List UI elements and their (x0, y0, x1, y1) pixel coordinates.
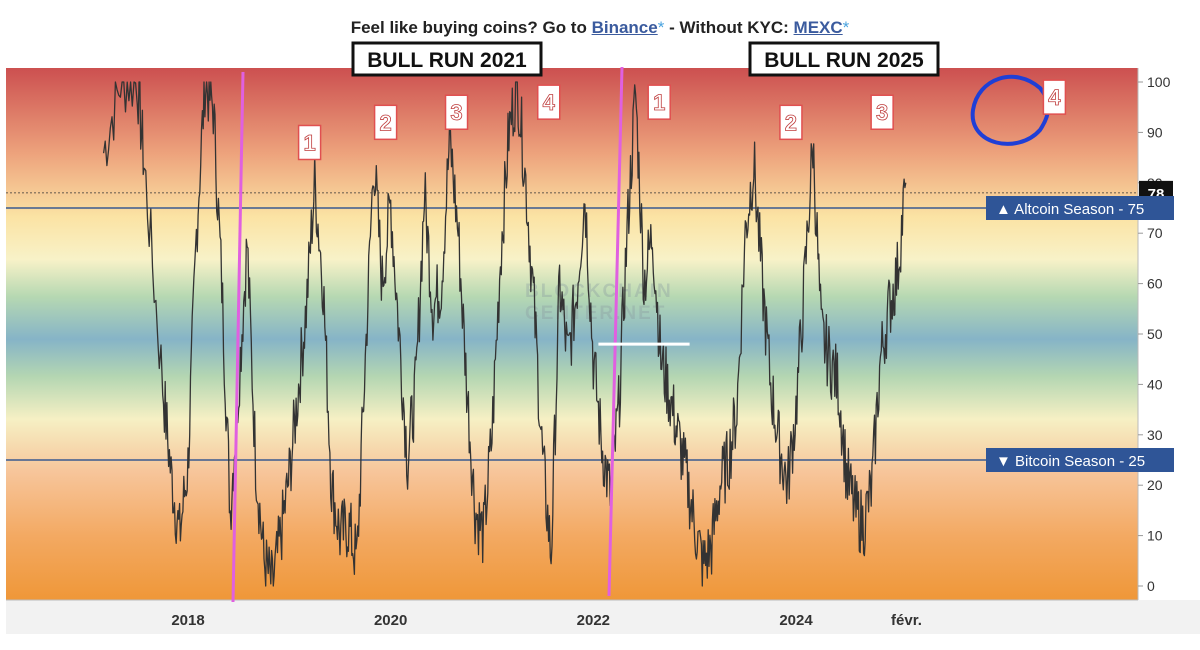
number-label: 4 (543, 90, 556, 115)
y-tick-label: 70 (1147, 225, 1163, 241)
binance-link[interactable]: Binance (591, 18, 658, 37)
series-line (102, 81, 907, 587)
series-group (102, 81, 907, 587)
number-annotation: 2 (779, 104, 803, 141)
y-tick-label: 60 (1147, 276, 1163, 292)
y-tick-label: 10 (1147, 528, 1163, 544)
bull-run-label: BULL RUN 2025 (748, 41, 940, 77)
number-annotation: 4 (536, 84, 561, 120)
binance-star: * (657, 18, 665, 37)
reference-badge-label: ▲ Altcoin Season - 75 (996, 201, 1144, 218)
y-axis-ticks: 0102030405060708090100 (1138, 74, 1171, 594)
y-tick-label: 100 (1147, 74, 1171, 90)
number-box (536, 84, 561, 120)
promo-header: Feel like buying coins? Go to Binance* -… (0, 18, 1200, 38)
mexc-star: * (842, 18, 850, 37)
number-box (1042, 79, 1067, 115)
xaxis-panel (6, 600, 1200, 634)
y-tick-label: 30 (1147, 427, 1163, 443)
promo-middle: - Without KYC: (664, 18, 794, 37)
number-annotation: 3 (870, 94, 894, 130)
reference-badge-box (986, 196, 1174, 220)
bull-run-box (748, 41, 940, 77)
number-label: 3 (876, 100, 888, 125)
number-label: 4 (1048, 85, 1061, 110)
number-annotations: 1 2 3 4 1 2 3 4 (297, 79, 1067, 161)
x-tick-label: févr. (891, 612, 922, 629)
x-tick-label: 2024 (779, 612, 813, 629)
reference-lines (6, 192, 1138, 461)
x-tick-label: 2022 (577, 612, 610, 629)
bull-run-box (351, 41, 543, 77)
number-label: 1 (653, 90, 665, 115)
number-annotation: 4 (1042, 79, 1067, 115)
number-annotation: 2 (373, 104, 398, 141)
y-tick-label: 20 (1147, 477, 1163, 493)
number-label: 1 (303, 130, 315, 155)
bull-run-text: BULL RUN 2021 (367, 49, 527, 72)
x-tick-label: 2020 (374, 612, 407, 629)
number-box (444, 94, 469, 130)
y-tick-label: 90 (1147, 124, 1163, 140)
bull-run-label: BULL RUN 2021 (351, 41, 543, 77)
number-annotation: 1 (647, 84, 671, 120)
number-label: 3 (450, 100, 462, 125)
number-box (373, 104, 398, 141)
mexc-link[interactable]: MEXC (793, 18, 843, 37)
promo-prefix: Feel like buying coins? Go to (350, 18, 592, 37)
reference-badge: ▲ Altcoin Season - 75 (986, 196, 1174, 220)
annotation-lines (231, 66, 1052, 603)
number-annotation: 3 (444, 94, 469, 130)
cycle-divider-line (231, 71, 245, 603)
y-tick-label: 50 (1147, 326, 1163, 342)
number-box (779, 104, 803, 141)
watermark-line: BLOCKCHAIN (525, 281, 673, 302)
reference-badge-label: ▼ Bitcoin Season - 25 (996, 453, 1145, 470)
reference-badge-box (986, 448, 1174, 472)
axis-panel (1138, 68, 1200, 600)
cycle-divider-line (607, 66, 624, 597)
number-annotation: 1 (297, 124, 322, 161)
y-tick-label: 0 (1147, 578, 1155, 594)
x-tick-label: 2018 (171, 612, 204, 629)
y-tick-label: 40 (1147, 376, 1163, 392)
number-box (870, 94, 894, 130)
number-box (297, 124, 322, 161)
axis-badges: 78▲ Altcoin Season - 75▼ Bitcoin Season … (986, 180, 1174, 472)
number-label: 2 (785, 110, 797, 135)
watermark-line: CENTER.NET (525, 303, 666, 324)
number-label: 2 (379, 110, 391, 135)
number-box (647, 84, 671, 120)
x-axis-ticks: 2018 2020 2022 2024 févr. (171, 612, 922, 629)
bull-run-labels: BULL RUN 2021 BULL RUN 2025 (351, 41, 940, 77)
reference-badge: ▼ Bitcoin Season - 25 (986, 448, 1174, 472)
bull-run-text: BULL RUN 2025 (764, 49, 924, 72)
